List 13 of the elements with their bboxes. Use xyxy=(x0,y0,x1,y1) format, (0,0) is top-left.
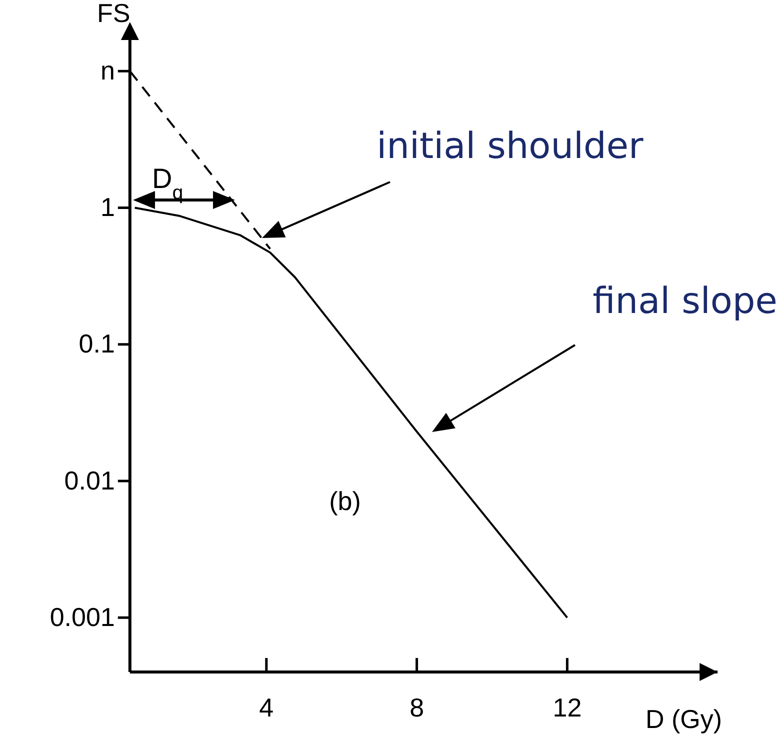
x-tick-label: 4 xyxy=(259,692,274,723)
y-tick-label: 1 xyxy=(100,192,115,222)
y-tick-label: 0.1 xyxy=(78,328,115,359)
annotation: initial shoulder xyxy=(376,126,644,167)
x-tick-label: 8 xyxy=(410,692,424,723)
x-axis-title: D (Gy) xyxy=(645,704,722,734)
y-tick-label: 0.001 xyxy=(50,602,115,632)
y-tick-label: n xyxy=(100,55,115,86)
y-axis-title: FS xyxy=(97,0,130,28)
y-tick-label: 0.01 xyxy=(64,465,115,496)
annotation: (b) xyxy=(329,486,361,516)
annotation: final slope xyxy=(592,281,778,322)
x-tick-label: 12 xyxy=(552,692,582,723)
